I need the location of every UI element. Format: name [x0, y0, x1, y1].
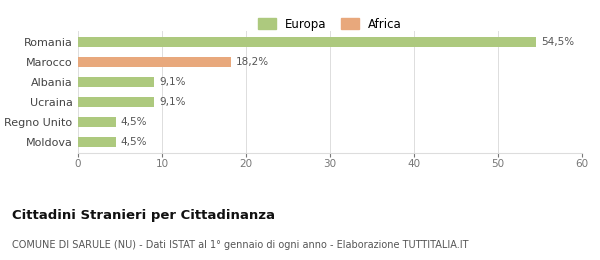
Text: 54,5%: 54,5%	[541, 37, 574, 47]
Bar	[78, 137, 116, 147]
Text: 9,1%: 9,1%	[160, 77, 186, 87]
Text: 9,1%: 9,1%	[160, 97, 186, 107]
Text: 18,2%: 18,2%	[236, 57, 269, 67]
Text: 4,5%: 4,5%	[121, 137, 148, 147]
Legend: Europa, Africa: Europa, Africa	[256, 15, 404, 33]
Bar	[78, 57, 231, 67]
Bar	[78, 77, 154, 87]
Bar	[78, 117, 116, 127]
Text: COMUNE DI SARULE (NU) - Dati ISTAT al 1° gennaio di ogni anno - Elaborazione TUT: COMUNE DI SARULE (NU) - Dati ISTAT al 1°…	[12, 240, 469, 250]
Text: 4,5%: 4,5%	[121, 117, 148, 127]
Text: Cittadini Stranieri per Cittadinanza: Cittadini Stranieri per Cittadinanza	[12, 209, 275, 222]
Bar	[78, 97, 154, 107]
Bar	[78, 37, 536, 47]
